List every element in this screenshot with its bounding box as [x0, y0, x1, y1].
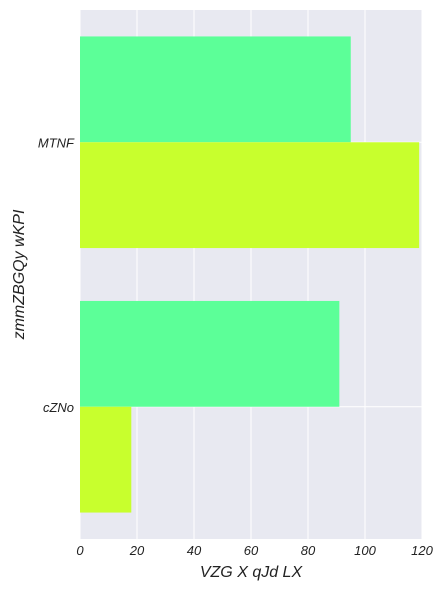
bars	[80, 36, 420, 513]
y-tick-labels: cZNo MTNF	[38, 135, 75, 415]
bar	[80, 406, 132, 513]
bar	[80, 300, 340, 407]
x-tick-labels: 0 20 40 60 80 100 120	[76, 543, 433, 558]
x-tick-label: 100	[354, 543, 376, 558]
x-tick-label: 120	[411, 543, 433, 558]
bar	[80, 36, 351, 143]
x-tick-label: 0	[76, 543, 84, 558]
bar	[80, 142, 420, 249]
x-tick-label: 60	[244, 543, 259, 558]
y-axis-label: zmmZBGQy wKPI	[11, 209, 28, 340]
x-tick-label: 20	[129, 543, 145, 558]
x-tick-label: 40	[187, 543, 202, 558]
y-tick-label: cZNo	[43, 400, 74, 415]
x-tick-label: 80	[301, 543, 316, 558]
x-axis-label: VZG X qJd LX	[200, 564, 304, 581]
y-tick-label: MTNF	[38, 135, 75, 150]
